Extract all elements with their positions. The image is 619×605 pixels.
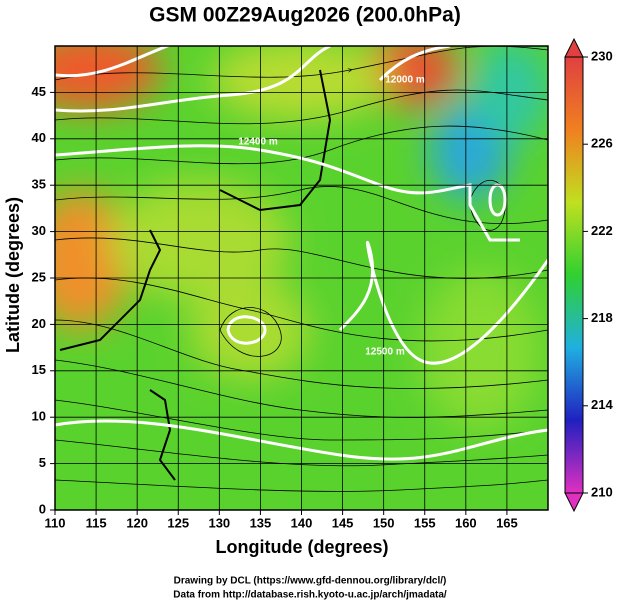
y-tick-label: 0 bbox=[39, 501, 46, 516]
y-tick-label: 40 bbox=[32, 130, 46, 145]
x-tick-label: 115 bbox=[86, 515, 107, 530]
x-tick-label: 155 bbox=[414, 515, 436, 530]
x-tick-label: 165 bbox=[496, 515, 518, 530]
y-tick-label: 15 bbox=[32, 362, 46, 377]
y-tick-label: 45 bbox=[32, 84, 46, 99]
x-tick-label: 130 bbox=[208, 515, 230, 530]
chart-title: GSM 00Z29Aug2026 (200.0hPa) bbox=[149, 4, 461, 27]
contour-label: 12000 m bbox=[385, 75, 425, 86]
y-axis-label: Latitude (degrees) bbox=[3, 197, 23, 353]
colorbar-tick-label: 226 bbox=[591, 136, 613, 151]
y-tick-label: 30 bbox=[32, 223, 46, 238]
y-tick-label: 25 bbox=[32, 269, 46, 284]
colorbar-top bbox=[564, 37, 584, 58]
colorbar-bottom bbox=[564, 492, 584, 513]
colorbar-tick-label: 222 bbox=[591, 223, 613, 238]
x-tick-label: 160 bbox=[455, 515, 477, 530]
y-tick-label: 5 bbox=[39, 455, 46, 470]
credit: Drawing by DCL (https://www.gfd-dennou.o… bbox=[174, 576, 447, 587]
x-tick-label: 145 bbox=[332, 515, 354, 530]
contour-label: 12500 m bbox=[365, 347, 405, 358]
x-tick-label: 110 bbox=[45, 515, 66, 530]
contour-label: 12400 m bbox=[238, 137, 278, 148]
x-tick-label: 140 bbox=[291, 515, 313, 530]
colorbar-tick-label: 218 bbox=[591, 310, 613, 325]
colorbar-tick-label: 230 bbox=[591, 48, 613, 63]
credit: Data from http://database.rish.kyoto-u.a… bbox=[173, 590, 447, 601]
y-tick-label: 35 bbox=[32, 177, 46, 192]
x-tick-label: 120 bbox=[126, 515, 148, 530]
x-tick-label: 125 bbox=[167, 515, 189, 530]
colorbar-tick-label: 214 bbox=[591, 397, 613, 412]
colorbar-tick-label: 210 bbox=[591, 484, 613, 499]
x-tick-label: 150 bbox=[373, 515, 395, 530]
field bbox=[55, 46, 548, 510]
colorbar bbox=[564, 56, 584, 494]
y-tick-label: 10 bbox=[32, 409, 46, 424]
y-tick-label: 20 bbox=[32, 316, 46, 331]
x-tick-label: 135 bbox=[250, 515, 272, 530]
x-axis-label: Longitude (degrees) bbox=[215, 537, 388, 557]
